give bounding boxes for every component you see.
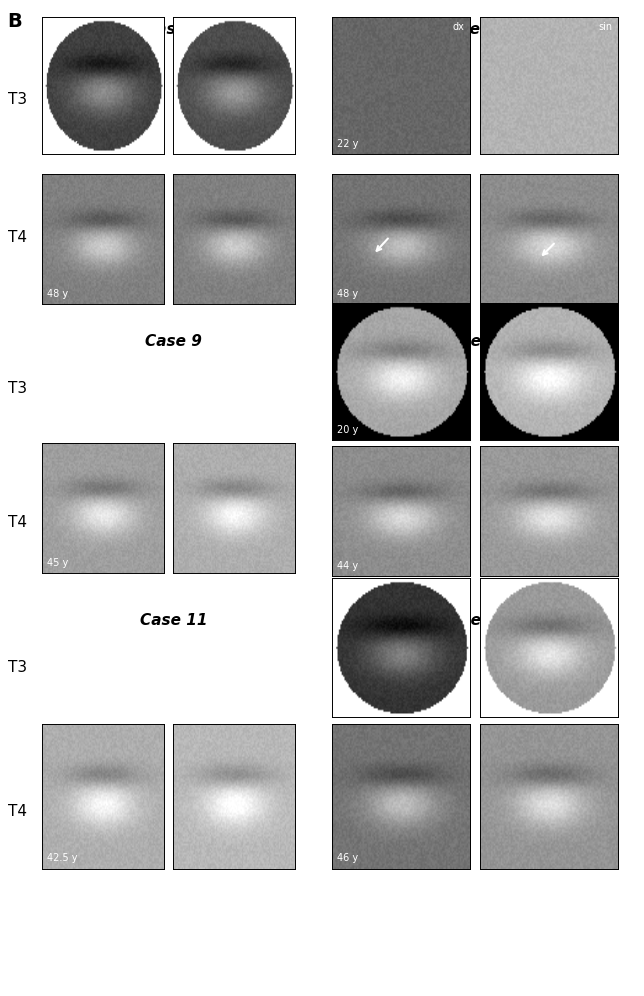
Text: T3: T3 — [8, 380, 27, 396]
Text: sin: sin — [276, 23, 290, 33]
Text: T4: T4 — [8, 515, 27, 531]
Text: 44 y: 44 y — [337, 561, 358, 571]
Text: T4: T4 — [8, 804, 27, 820]
Text: 22 y: 22 y — [337, 138, 359, 148]
Text: 21 y: 21 y — [337, 701, 359, 711]
Text: T3: T3 — [8, 659, 27, 675]
Text: 48 y: 48 y — [337, 289, 358, 299]
Text: T4: T4 — [8, 229, 27, 245]
Text: 20 y: 20 y — [337, 424, 359, 434]
Text: 20,5 y: 20,5 y — [47, 138, 77, 148]
Text: Case 9: Case 9 — [146, 334, 202, 349]
Text: Case 10: Case 10 — [440, 334, 507, 349]
Text: 48 y: 48 y — [47, 289, 68, 299]
Text: Case 7: Case 7 — [146, 22, 202, 37]
Text: sin: sin — [598, 23, 612, 33]
Text: B: B — [8, 12, 23, 31]
Text: Case 12: Case 12 — [440, 613, 507, 627]
Text: T3: T3 — [8, 92, 27, 108]
Text: dx: dx — [453, 23, 464, 33]
Text: dx: dx — [147, 23, 159, 33]
Text: 45 y: 45 y — [47, 558, 68, 568]
Text: Case 8X: Case 8X — [439, 22, 507, 37]
Text: 42.5 y: 42.5 y — [47, 853, 77, 863]
Text: 46 y: 46 y — [337, 853, 358, 863]
Text: Case 11: Case 11 — [140, 613, 207, 627]
